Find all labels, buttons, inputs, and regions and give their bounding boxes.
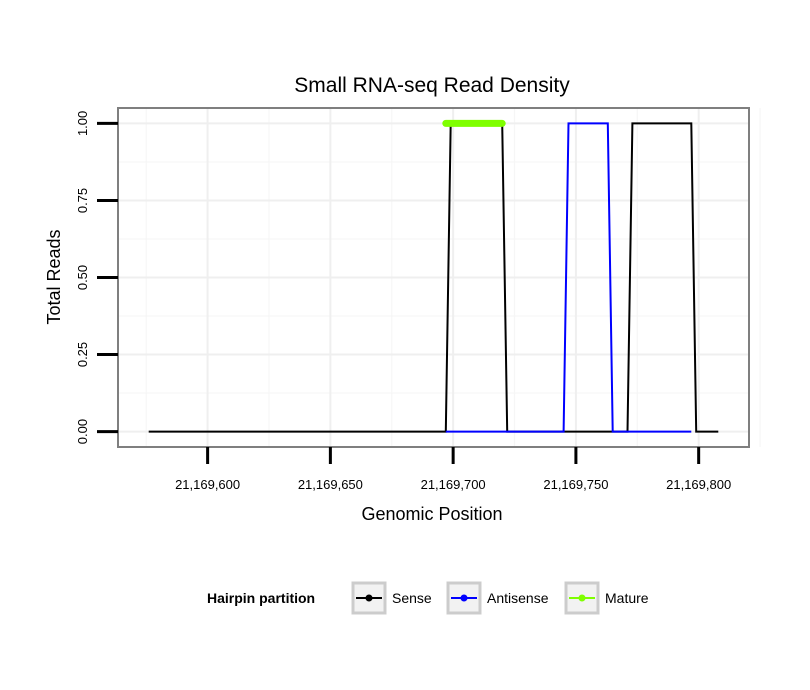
x-tick-label: 21,169,750 xyxy=(543,477,608,492)
legend-title: Hairpin partition xyxy=(207,590,315,606)
series-line-antisense xyxy=(445,122,692,433)
grid-lines xyxy=(118,108,761,447)
series-layer xyxy=(148,119,719,433)
legend-label-mature: Mature xyxy=(605,590,649,606)
x-axis-title: Genomic Position xyxy=(361,504,502,524)
x-axis: 21,169,600 21,169,650 21,169,700 21,169,750… xyxy=(175,447,731,492)
y-axis-title: Total Reads xyxy=(44,229,64,324)
x-tick-label: 21,169,700 xyxy=(421,477,486,492)
chart-title: Small RNA-seq Read Density xyxy=(294,74,570,97)
x-tick-label: 21,169,800 xyxy=(666,477,731,492)
legend: Hairpin partition Sense Antisense Mature xyxy=(207,581,649,615)
y-axis: 0.00 0.25 0.50 0.75 1.00 xyxy=(75,111,118,444)
y-tick-label: 1.00 xyxy=(75,111,90,136)
y-tick-label: 0.50 xyxy=(75,265,90,290)
y-tick-label: 0.00 xyxy=(75,419,90,444)
legend-key-marker xyxy=(365,594,373,602)
legend-key-marker xyxy=(460,594,468,602)
legend-key-marker xyxy=(578,594,586,602)
x-tick-label: 21,169,650 xyxy=(298,477,363,492)
series-line-sense xyxy=(148,122,719,433)
y-tick-label: 0.75 xyxy=(75,188,90,213)
y-tick-label: 0.25 xyxy=(75,342,90,367)
legend-label-sense: Sense xyxy=(392,590,432,606)
legend-label-antisense: Antisense xyxy=(487,590,549,606)
x-tick-label: 21,169,600 xyxy=(175,477,240,492)
